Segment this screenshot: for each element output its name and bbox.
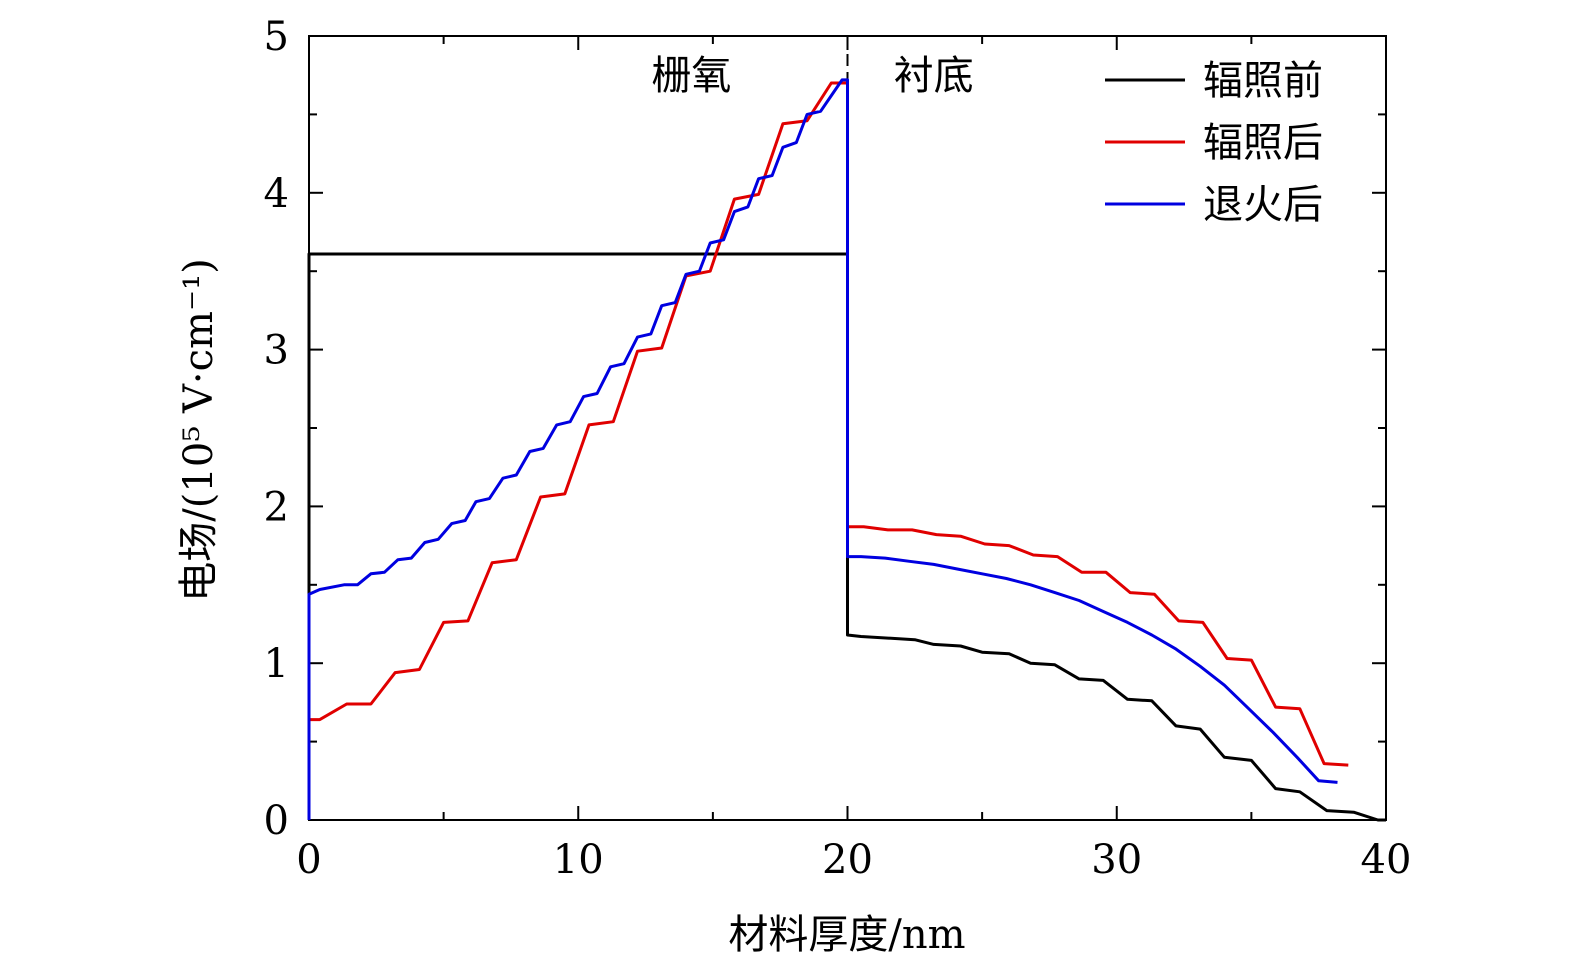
x-tick-label: 40: [1361, 837, 1412, 883]
series-line-1: [307, 252, 1386, 822]
y-tick-label: 1: [264, 641, 289, 687]
y-tick-label: 2: [264, 484, 289, 530]
y-tick-label: 4: [264, 171, 289, 217]
x-tick-label: 20: [822, 837, 873, 883]
series-line-3: [307, 78, 1338, 820]
gate-oxide-label: 栅氧: [651, 53, 731, 99]
y-tick-label: 0: [264, 798, 289, 844]
x-tick-label: 30: [1091, 837, 1142, 883]
x-tick-label: 0: [296, 837, 321, 883]
legend-label-2: 辐照后: [1203, 120, 1323, 166]
series-line-2: [309, 81, 1349, 767]
x-tick-label: 10: [553, 837, 604, 883]
tick-labels: 0 10 20 30 40 0 1 2 3 4 5 栅氧 衬底: [264, 14, 1412, 883]
y-tick-label: 3: [264, 328, 289, 374]
x-axis-title: 材料厚度/nm: [728, 912, 965, 958]
series-lines: [307, 78, 1386, 822]
legend-label-3: 退火后: [1203, 182, 1323, 228]
y-tick-label: 5: [264, 14, 289, 60]
legend-label-1: 辐照前: [1203, 58, 1323, 104]
y-axis-title: 电场/(10⁵ V·cm⁻¹): [176, 258, 222, 601]
substrate-label: 衬底: [894, 53, 974, 99]
